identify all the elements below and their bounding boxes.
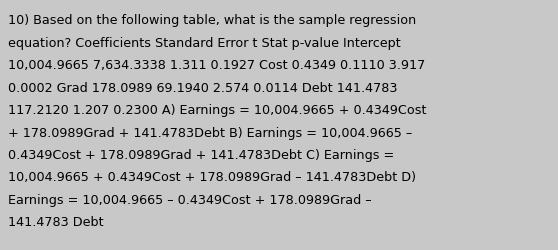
Text: 117.2120 1.207 0.2300 A) Earnings = 10,004.9665 + 0.4349Cost: 117.2120 1.207 0.2300 A) Earnings = 10,0… (8, 104, 426, 117)
Text: 141.4783 Debt: 141.4783 Debt (8, 216, 104, 228)
Text: 10) Based on the following table, what is the sample regression: 10) Based on the following table, what i… (8, 14, 416, 27)
Text: + 178.0989Grad + 141.4783Debt B) Earnings = 10,004.9665 –: + 178.0989Grad + 141.4783Debt B) Earning… (8, 126, 412, 139)
Text: 0.4349Cost + 178.0989Grad + 141.4783Debt C) Earnings =: 0.4349Cost + 178.0989Grad + 141.4783Debt… (8, 148, 395, 161)
Text: 0.0002 Grad 178.0989 69.1940 2.574 0.0114 Debt 141.4783: 0.0002 Grad 178.0989 69.1940 2.574 0.011… (8, 81, 397, 94)
Text: 10,004.9665 7,634.3338 1.311 0.1927 Cost 0.4349 0.1110 3.917: 10,004.9665 7,634.3338 1.311 0.1927 Cost… (8, 59, 425, 72)
Text: Earnings = 10,004.9665 – 0.4349Cost + 178.0989Grad –: Earnings = 10,004.9665 – 0.4349Cost + 17… (8, 193, 372, 206)
Text: equation? Coefficients Standard Error t Stat p-value Intercept: equation? Coefficients Standard Error t … (8, 36, 401, 49)
Text: 10,004.9665 + 0.4349Cost + 178.0989Grad – 141.4783Debt D): 10,004.9665 + 0.4349Cost + 178.0989Grad … (8, 171, 416, 184)
